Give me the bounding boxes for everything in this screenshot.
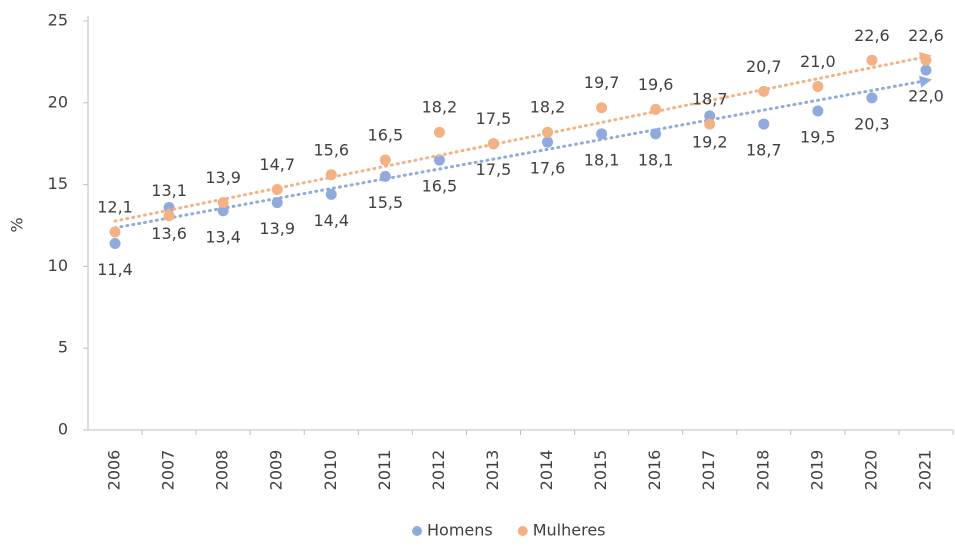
legend-label: Mulheres — [533, 521, 606, 540]
point — [271, 197, 283, 209]
x-tick-label: 2014 — [537, 450, 556, 491]
data-label: 16,5 — [422, 177, 458, 196]
data-label: 18,2 — [422, 98, 458, 117]
data-label: 18,7 — [692, 90, 728, 109]
data-label: 13,6 — [151, 224, 187, 243]
data-label: 16,5 — [368, 126, 404, 145]
point — [163, 210, 175, 222]
point — [704, 110, 716, 122]
point — [812, 80, 824, 92]
y-tick-label: 5 — [58, 338, 68, 357]
point — [542, 126, 554, 138]
y-tick-label: 10 — [48, 256, 68, 275]
data-label: 11,4 — [97, 260, 133, 279]
data-label: 19,7 — [584, 73, 620, 92]
data-label: 22,6 — [854, 26, 890, 45]
x-tick-label: 2019 — [807, 450, 826, 491]
data-label: 15,5 — [368, 193, 404, 212]
data-label: 13,9 — [205, 168, 241, 187]
data-label: 19,5 — [800, 127, 836, 146]
x-tick-label: 2020 — [861, 450, 880, 491]
point — [217, 197, 229, 209]
point — [920, 64, 932, 76]
data-label: 17,6 — [530, 159, 566, 178]
point — [109, 237, 121, 249]
legend-marker — [412, 526, 422, 536]
point — [758, 85, 770, 97]
x-tick-label: 2008 — [213, 450, 232, 491]
data-label: 18,1 — [638, 150, 674, 169]
y-tick-label: 0 — [58, 420, 68, 439]
data-label: 13,9 — [259, 219, 295, 238]
x-tick-label: 2013 — [483, 450, 502, 491]
point — [758, 118, 770, 130]
point — [217, 205, 229, 217]
point — [596, 128, 608, 140]
legend-label: Homens — [427, 521, 493, 540]
x-tick-label: 2007 — [159, 450, 178, 491]
point — [866, 54, 878, 66]
data-label: 18,2 — [530, 98, 566, 117]
point — [433, 154, 445, 166]
y-axis-label: % — [8, 217, 27, 232]
y-tick-label: 20 — [48, 92, 68, 111]
x-tick-label: 2021 — [915, 450, 934, 491]
data-label: 12,1 — [97, 198, 133, 217]
point — [920, 54, 932, 66]
point — [596, 102, 608, 114]
point — [866, 92, 878, 104]
data-label: 14,4 — [313, 211, 349, 230]
point — [379, 170, 391, 182]
trendline — [113, 52, 932, 223]
point — [163, 202, 175, 214]
x-tick-label: 2016 — [645, 450, 664, 491]
point — [271, 184, 283, 196]
data-label: 20,3 — [854, 114, 890, 133]
data-label: 18,7 — [746, 141, 782, 160]
point — [650, 128, 662, 140]
data-label: 17,5 — [476, 160, 512, 179]
point — [812, 105, 824, 117]
point — [433, 126, 445, 138]
data-label: 18,1 — [584, 150, 620, 169]
x-tick-label: 2015 — [591, 450, 610, 491]
x-tick-label: 2006 — [105, 450, 124, 491]
legend-marker — [517, 526, 528, 536]
y-tick-label: 15 — [48, 174, 68, 193]
data-label: 22,6 — [908, 26, 944, 45]
data-label: 19,6 — [638, 75, 674, 94]
point — [379, 154, 391, 166]
point — [487, 138, 499, 150]
data-label: 22,0 — [908, 87, 944, 106]
data-label: 17,5 — [476, 109, 512, 128]
data-label: 21,0 — [800, 52, 836, 71]
point — [325, 188, 337, 200]
x-tick-label: 2010 — [321, 450, 340, 491]
data-label: 13,1 — [151, 181, 187, 200]
x-tick-label: 2012 — [429, 450, 448, 491]
x-tick-label: 2011 — [375, 450, 394, 491]
data-label: 19,2 — [692, 132, 728, 151]
data-label: 20,7 — [746, 57, 782, 76]
y-tick-label: 25 — [48, 11, 68, 30]
x-tick-label: 2017 — [699, 450, 718, 491]
trendline — [113, 75, 932, 230]
point — [650, 103, 662, 115]
point — [542, 136, 554, 148]
point — [704, 118, 716, 130]
point — [109, 226, 121, 238]
point — [325, 169, 337, 181]
data-label: 15,6 — [313, 140, 349, 159]
data-label: 13,4 — [205, 227, 241, 246]
x-tick-label: 2009 — [267, 450, 286, 491]
data-label: 14,7 — [259, 155, 295, 174]
x-tick-label: 2018 — [753, 450, 772, 491]
